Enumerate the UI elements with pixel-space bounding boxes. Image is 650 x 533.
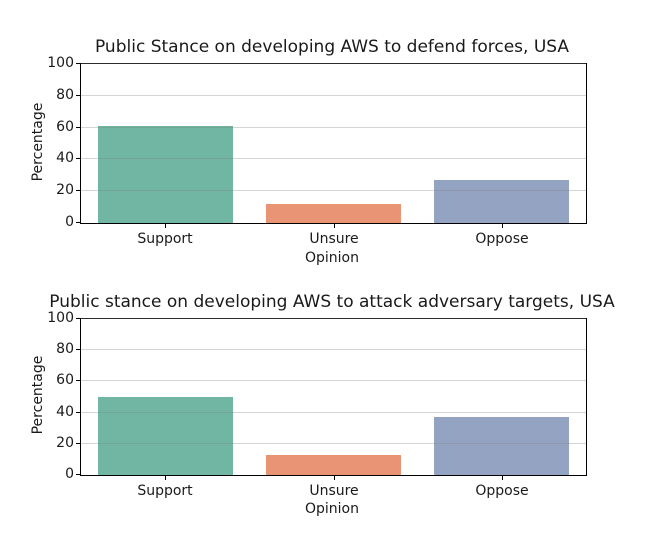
- y-tick-80: [76, 349, 80, 350]
- y-tick-20: [76, 443, 80, 444]
- gridline-60: [81, 380, 586, 381]
- y-tick-label-100: 100: [47, 55, 74, 71]
- y-tick-100: [76, 318, 80, 319]
- y-tick-label-80: 80: [56, 87, 74, 103]
- y-tick-0: [76, 222, 80, 223]
- x-tick-label-support: Support: [137, 483, 193, 499]
- y-tick-20: [76, 190, 80, 191]
- chart-title-attack: Public stance on developing AWS to attac…: [49, 292, 615, 312]
- y-tick-100: [76, 63, 80, 64]
- bar-unsure: [266, 204, 401, 223]
- x-tick-unsure: [334, 224, 335, 228]
- y-tick-40: [76, 412, 80, 413]
- y-tick-label-40: 40: [56, 404, 74, 420]
- x-axis-label-defend: Opinion: [305, 250, 359, 266]
- gridline-20: [81, 443, 586, 444]
- y-tick-80: [76, 95, 80, 96]
- y-tick-label-0: 0: [65, 466, 74, 482]
- x-tick-label-oppose: Oppose: [475, 231, 529, 247]
- y-tick-label-60: 60: [56, 372, 74, 388]
- y-tick-label-60: 60: [56, 119, 74, 135]
- y-axis-label-defend: Percentage: [30, 102, 46, 182]
- y-tick-0: [76, 474, 80, 475]
- x-tick-unsure: [334, 476, 335, 480]
- y-tick-40: [76, 158, 80, 159]
- y-tick-label-40: 40: [56, 150, 74, 166]
- x-tick-oppose: [502, 476, 503, 480]
- gridline-20: [81, 190, 586, 191]
- chart-title-defend: Public Stance on developing AWS to defen…: [94, 37, 570, 57]
- gridline-100: [81, 63, 586, 64]
- y-tick-label-80: 80: [56, 341, 74, 357]
- gridline-100: [81, 318, 586, 319]
- x-tick-label-support: Support: [137, 231, 193, 247]
- x-tick-label-unsure: Unsure: [309, 483, 359, 499]
- y-tick-60: [76, 380, 80, 381]
- gridline-60: [81, 127, 586, 128]
- gridline-80: [81, 95, 586, 96]
- x-tick-oppose: [502, 224, 503, 228]
- gridline-40: [81, 412, 586, 413]
- y-tick-label-0: 0: [65, 214, 74, 230]
- x-axis-label-attack: Opinion: [305, 501, 359, 517]
- y-tick-label-20: 20: [56, 435, 74, 451]
- bar-support: [98, 397, 233, 475]
- bar-oppose: [434, 180, 569, 223]
- x-tick-label-unsure: Unsure: [309, 231, 359, 247]
- bar-support: [98, 126, 233, 223]
- y-tick-60: [76, 127, 80, 128]
- plot-area-attack: 0 20 40 60 80 100 Support Unsure Oppose: [47, 311, 587, 499]
- y-tick-label-100: 100: [47, 310, 74, 326]
- x-tick-label-oppose: Oppose: [475, 483, 529, 499]
- x-tick-support: [165, 476, 166, 480]
- bar-unsure: [266, 455, 401, 475]
- gridline-40: [81, 158, 586, 159]
- x-tick-support: [165, 224, 166, 228]
- y-tick-label-20: 20: [56, 182, 74, 198]
- bar-oppose: [434, 417, 569, 475]
- y-axis-label-attack: Percentage: [30, 355, 46, 435]
- gridline-80: [81, 349, 586, 350]
- plot-area-defend: 0 20 40 60 80 100 Support Unsure Oppose: [47, 56, 587, 247]
